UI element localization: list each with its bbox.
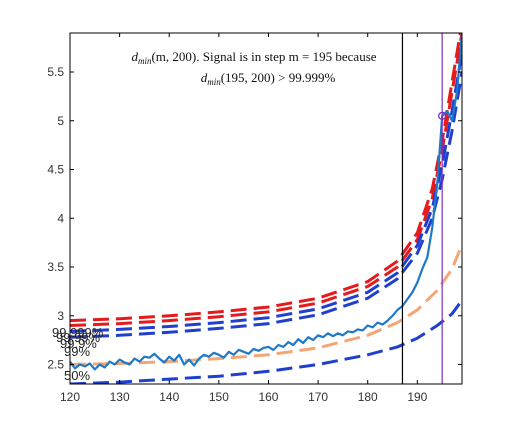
x-tick-label: 140 bbox=[159, 390, 179, 404]
x-tick-label: 180 bbox=[358, 390, 378, 404]
y-tick-label: 4.5 bbox=[47, 163, 64, 177]
y-tick-label: 4 bbox=[57, 211, 64, 225]
threshold-curve-4 bbox=[70, 71, 462, 339]
axes-box bbox=[69, 32, 463, 385]
percentile-label: 99% bbox=[64, 344, 90, 359]
x-tick-label: 150 bbox=[209, 390, 229, 404]
signal-line bbox=[70, 33, 462, 371]
annotation-line-2: dmin(195, 200) > 99.999% bbox=[201, 70, 336, 87]
threshold-curve-3 bbox=[70, 52, 462, 333]
annotation-line-1: dmin(m, 200). Signal is in step m = 195 … bbox=[131, 49, 376, 66]
vertical-lines bbox=[401, 33, 443, 384]
x-tick-label: 190 bbox=[407, 390, 427, 404]
y-axis-ticks: 2.5 3 3.5 4 4.5 5 5.5 bbox=[47, 65, 462, 372]
percentile-label: 99.99% bbox=[56, 330, 101, 345]
y-tick-label: 5 bbox=[57, 114, 64, 128]
x-tick-label: 130 bbox=[110, 390, 130, 404]
percentile-label: 99.999% bbox=[52, 325, 104, 340]
y-tick-label: 3.5 bbox=[47, 260, 64, 274]
y-tick-label: 5.5 bbox=[47, 65, 64, 79]
y-tick-label: 2.5 bbox=[47, 358, 64, 372]
x-tick-label: 160 bbox=[258, 390, 278, 404]
threshold-curve-1 bbox=[70, 33, 462, 323]
y-tick-label: 3 bbox=[57, 309, 64, 323]
signal-marker-circle bbox=[438, 111, 447, 121]
x-axis-ticks: 120 130 140 150 160 170 180 190 bbox=[60, 33, 428, 404]
threshold-curve-6 bbox=[70, 299, 462, 384]
percentile-label: 99.9% bbox=[60, 336, 97, 351]
x-tick-label: 120 bbox=[60, 390, 80, 404]
percentile-label: 50% bbox=[64, 368, 90, 383]
signal-marker bbox=[438, 111, 447, 121]
signal-series bbox=[70, 33, 462, 371]
x-tick-label: 170 bbox=[308, 390, 328, 404]
percentile-labels: 99.999%99.99%99.9%99% 50% bbox=[52, 325, 104, 383]
